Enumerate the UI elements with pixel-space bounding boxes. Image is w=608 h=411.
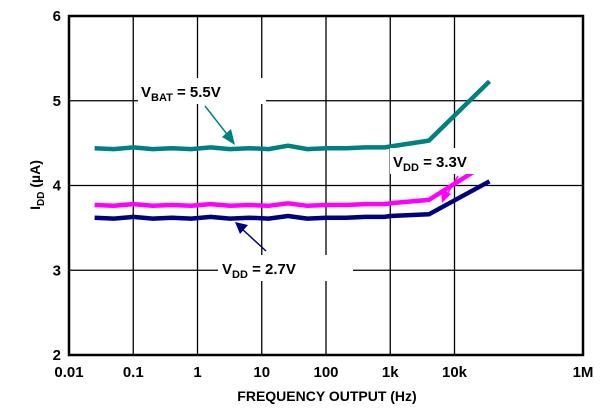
x-tick-label-2: 1 bbox=[193, 364, 201, 381]
x-tick-label-5: 1k bbox=[382, 364, 399, 381]
annotation-vdd27-sub: DD bbox=[232, 269, 248, 281]
y-axis-label-unit: (µA) bbox=[27, 160, 43, 191]
annotation-vbat-arrow bbox=[204, 105, 235, 145]
annotation-vdd33: VDD = 3.3V bbox=[393, 154, 467, 174]
annotation-vdd33-box bbox=[390, 148, 505, 174]
x-tick-label-3: 10 bbox=[253, 364, 270, 381]
annotation-vbat: VBAT = 5.5V bbox=[141, 84, 221, 104]
annotation-vdd27: VDD = 2.7V bbox=[222, 261, 296, 281]
x-tick-labels: 0.01 0.1 1 10 100 1k 10k 1M bbox=[54, 364, 593, 381]
annotation-vbat-box bbox=[138, 78, 266, 104]
series-line-vdd33 bbox=[94, 159, 491, 209]
y-tick-label-0: 2 bbox=[53, 347, 61, 364]
series-line-vdd27 bbox=[94, 179, 491, 221]
plot-frame bbox=[67, 14, 585, 357]
x-tick-label-4: 100 bbox=[313, 364, 338, 381]
annotation-vdd27-arrow bbox=[235, 222, 267, 252]
series-lines bbox=[94, 79, 492, 221]
grid-lines bbox=[68, 15, 584, 356]
annotation-vbat-main: V bbox=[141, 84, 151, 101]
y-axis-label-sub: DD bbox=[36, 192, 47, 206]
annotation-vdd27-main: V bbox=[222, 261, 232, 278]
y-tick-label-2: 4 bbox=[53, 178, 62, 195]
annotation-vdd33-arrow bbox=[441, 175, 459, 203]
y-tick-label-4: 6 bbox=[53, 8, 61, 25]
annotation-vdd27-rest: = 2.7V bbox=[248, 261, 296, 278]
x-tick-label-0: 0.01 bbox=[54, 364, 83, 381]
y-axis-label-main: I bbox=[27, 206, 43, 210]
y-tick-label-3: 5 bbox=[53, 93, 61, 110]
series-line-vbat bbox=[94, 79, 492, 152]
annotation-vdd33-main: V bbox=[393, 154, 403, 171]
y-axis-label: IDD (µA) bbox=[27, 160, 47, 210]
x-tick-label-6: 10k bbox=[442, 364, 468, 381]
x-axis-label: FREQUENCY OUTPUT (Hz) bbox=[237, 388, 416, 404]
annotation-vdd27-box bbox=[218, 255, 353, 281]
x-tick-label-1: 0.1 bbox=[123, 364, 144, 381]
annotation-vbat-sub: BAT bbox=[151, 92, 173, 104]
annotation-vbat-rest: = 5.5V bbox=[173, 84, 221, 101]
x-tick-label-7: 1M bbox=[573, 364, 594, 381]
annotation-vdd33-sub: DD bbox=[403, 162, 419, 174]
annotation-vdd33-rest: = 3.3V bbox=[419, 154, 467, 171]
y-tick-label-1: 3 bbox=[53, 262, 61, 279]
y-tick-labels: 2 3 4 5 6 bbox=[53, 8, 62, 364]
